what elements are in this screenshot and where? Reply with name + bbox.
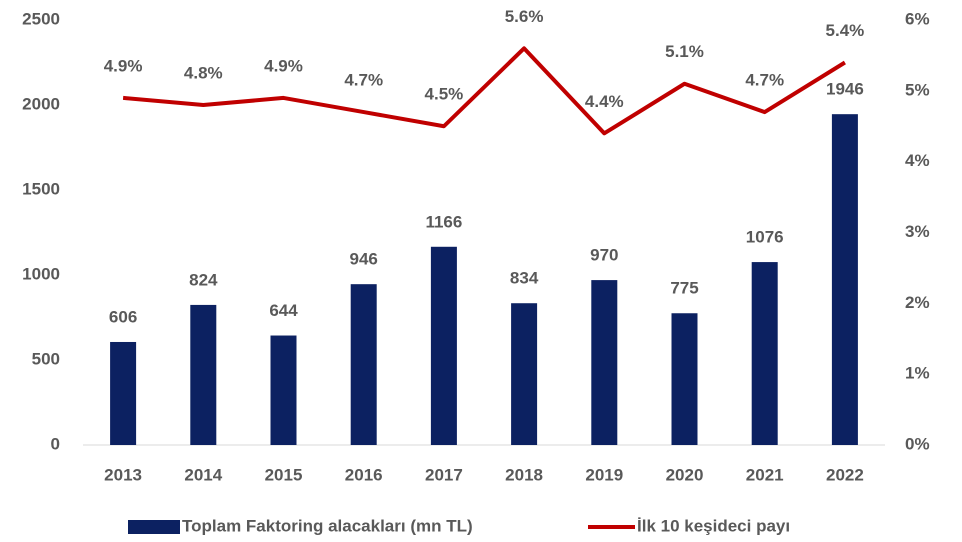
data-label: 606: [109, 307, 137, 326]
bar: [511, 303, 538, 445]
legend-swatch: [128, 520, 180, 534]
data-label: 1946: [826, 80, 864, 99]
bar: [430, 246, 457, 445]
y-tick-label: 2000: [22, 94, 60, 113]
x-tick-label: 2014: [184, 465, 222, 484]
legend-label: Toplam Faktoring alacakları (mn TL): [182, 516, 473, 535]
data-label: 970: [590, 246, 618, 265]
data-label: 5.1%: [665, 42, 704, 61]
bar: [270, 335, 297, 445]
data-label: 4.4%: [585, 92, 624, 111]
data-label: 946: [350, 250, 378, 269]
data-label: 4.9%: [264, 56, 303, 75]
data-label: 4.7%: [344, 71, 383, 90]
bar: [671, 313, 698, 445]
data-label: 5.4%: [826, 21, 865, 40]
data-label: 4.9%: [104, 56, 143, 75]
x-tick-label: 2018: [505, 465, 543, 484]
data-label: 4.5%: [425, 85, 464, 104]
x-tick-label: 2015: [265, 465, 303, 484]
data-label: 4.7%: [745, 71, 784, 90]
y2-tick-label: 2%: [905, 293, 930, 312]
x-tick-label: 2021: [746, 465, 784, 484]
y2-tick-label: 1%: [905, 364, 930, 383]
bar: [110, 341, 137, 445]
line: [122, 46, 846, 136]
y2-tick-label: 6%: [905, 9, 930, 28]
y-tick-label: 0: [51, 434, 60, 453]
y-tick-label: 2500: [22, 9, 60, 28]
data-label: 824: [189, 270, 218, 289]
data-label: 5.6%: [505, 7, 544, 26]
x-tick-label: 2020: [666, 465, 704, 484]
bar: [190, 304, 217, 445]
x-tick-label: 2013: [104, 465, 142, 484]
y-tick-label: 500: [32, 349, 60, 368]
legend-label: İlk 10 keşideci payı: [637, 516, 790, 535]
data-label: 775: [670, 279, 698, 298]
data-label: 644: [269, 301, 298, 320]
x-tick-label: 2019: [585, 465, 623, 484]
y2-tick-label: 0%: [905, 434, 930, 453]
bar: [831, 114, 858, 446]
y2-tick-label: 3%: [905, 222, 930, 241]
data-label: 834: [510, 269, 539, 288]
bar: [350, 284, 377, 445]
x-tick-label: 2017: [425, 465, 463, 484]
y2-tick-label: 4%: [905, 151, 930, 170]
data-label: 1076: [746, 228, 784, 247]
y-tick-label: 1000: [22, 264, 60, 283]
data-label: 1166: [425, 212, 462, 231]
data-label: 4.8%: [184, 63, 223, 82]
y2-tick-label: 5%: [905, 80, 930, 99]
x-tick-label: 2022: [826, 465, 864, 484]
x-tick-label: 2016: [345, 465, 383, 484]
y-tick-label: 1500: [22, 179, 60, 198]
bar: [591, 280, 618, 445]
bar: [751, 262, 778, 445]
